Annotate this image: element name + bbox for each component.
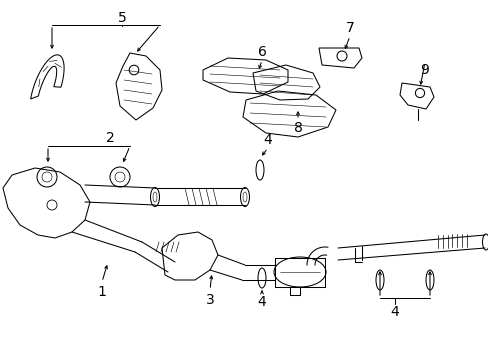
Text: 4: 4: [390, 305, 399, 319]
Text: 5: 5: [118, 11, 126, 25]
Text: 1: 1: [98, 285, 106, 299]
Text: 6: 6: [257, 45, 266, 59]
Text: 7: 7: [345, 21, 354, 35]
Text: 4: 4: [257, 295, 266, 309]
Text: 3: 3: [205, 293, 214, 307]
Text: 9: 9: [420, 63, 428, 77]
Text: 4: 4: [263, 133, 272, 147]
Text: 8: 8: [293, 121, 302, 135]
Text: 2: 2: [105, 131, 114, 145]
